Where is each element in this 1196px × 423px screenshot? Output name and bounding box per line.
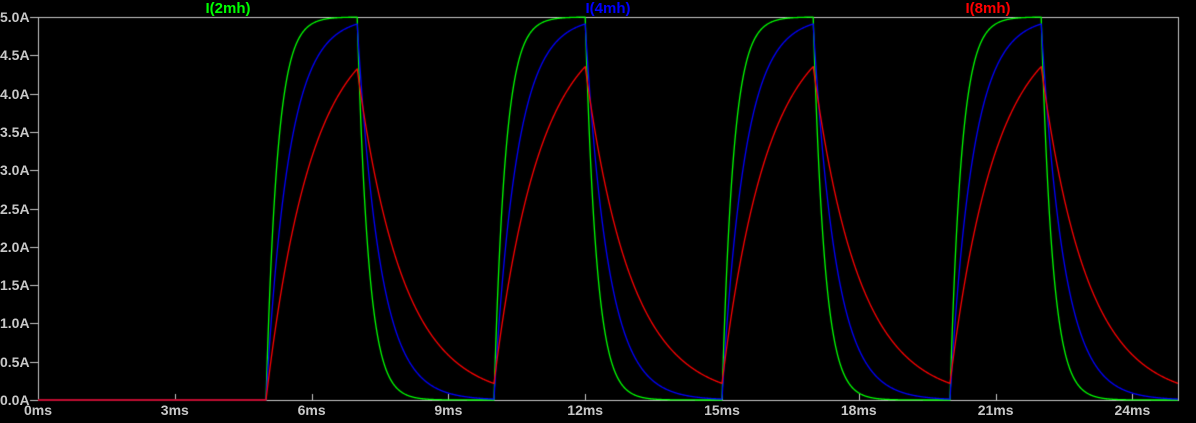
y-tick-label: 0.5A [0,353,30,370]
y-tick-label: 1.5A [0,277,30,294]
y-tick-label: 3.5A [0,123,30,140]
y-tick-label: 0.0A [0,392,30,408]
x-tick-label: 0ms [23,402,53,418]
x-tick-label: 9ms [434,402,463,418]
trace-label-i2mh[interactable]: I(2mh) [205,0,251,17]
trace-label-i8mh[interactable]: I(8mh) [965,0,1011,17]
y-tick-label: 5.0A [0,9,30,25]
x-tick-label: 21ms [977,402,1014,418]
y-tick-label: 2.0A [0,238,30,255]
x-tick-label: 24ms [1114,402,1151,418]
y-tick-label: 3.0A [0,162,30,179]
x-tick-label: 3ms [160,402,189,418]
x-tick-label: 12ms [567,402,604,418]
x-tick-label: 15ms [704,402,740,418]
y-tick-label: 4.0A [0,85,30,102]
x-tick-label: 6ms [297,402,326,418]
y-tick-label: 2.5A [0,200,30,217]
y-tick-label: 4.5A [0,47,30,64]
x-tick-label: 18ms [840,402,877,418]
trace-label-i4mh[interactable]: I(4mh) [585,0,631,17]
y-tick-label: 1.0A [0,315,30,332]
